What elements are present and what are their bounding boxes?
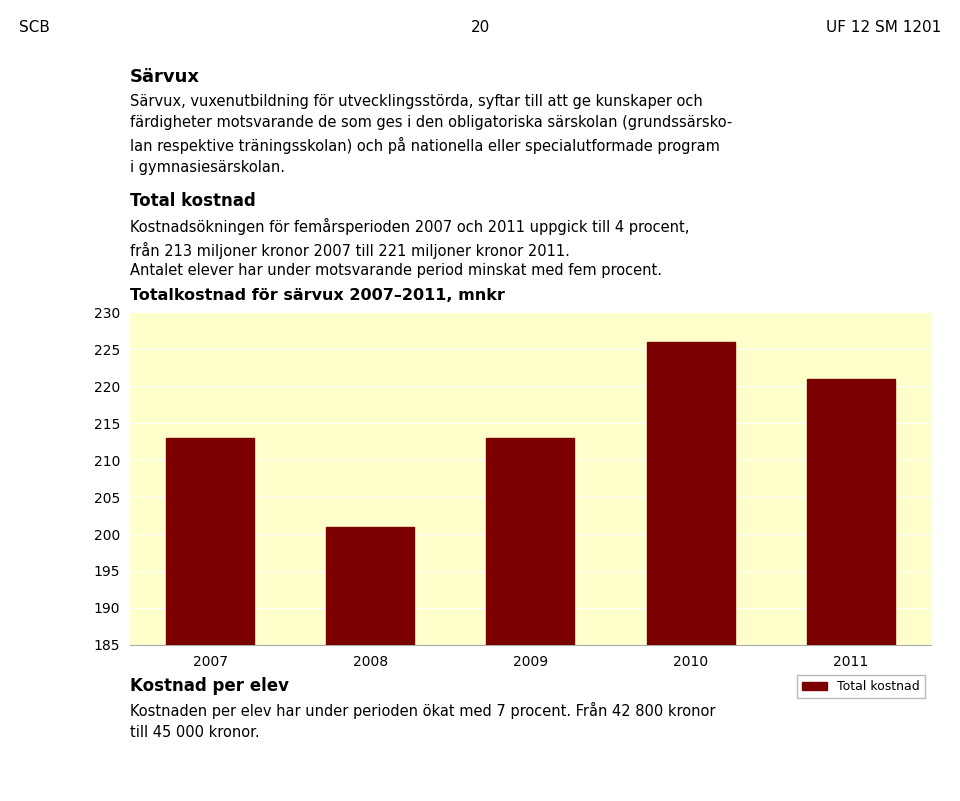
Text: Total kostnad: Total kostnad <box>130 192 255 210</box>
Text: Totalkostnad för särvux 2007–2011, mnkr: Totalkostnad för särvux 2007–2011, mnkr <box>130 288 504 303</box>
Bar <box>487 438 574 801</box>
Bar <box>806 379 895 801</box>
Bar <box>166 438 254 801</box>
Bar <box>646 342 734 801</box>
Text: Kostnaden per elev har under perioden ökat med 7 procent. Från 42 800 kronor
til: Kostnaden per elev har under perioden ök… <box>130 702 715 740</box>
Bar <box>326 526 415 801</box>
Text: SCB: SCB <box>19 20 50 35</box>
Text: Antalet elever har under motsvarande period minskat med fem procent.: Antalet elever har under motsvarande per… <box>130 263 661 278</box>
Text: Särvux: Särvux <box>130 68 200 86</box>
Legend: Total kostnad: Total kostnad <box>797 675 924 698</box>
Text: Särvux, vuxenutbildning för utvecklingsstörda, syftar till att ge kunskaper och
: Särvux, vuxenutbildning för utvecklingss… <box>130 94 732 175</box>
Text: UF 12 SM 1201: UF 12 SM 1201 <box>826 20 941 35</box>
Text: Kostnadsökningen för femårsperioden 2007 och 2011 uppgick till 4 procent,
från 2: Kostnadsökningen för femårsperioden 2007… <box>130 218 689 259</box>
Text: 20: 20 <box>470 20 490 35</box>
Text: Kostnad per elev: Kostnad per elev <box>130 677 289 694</box>
